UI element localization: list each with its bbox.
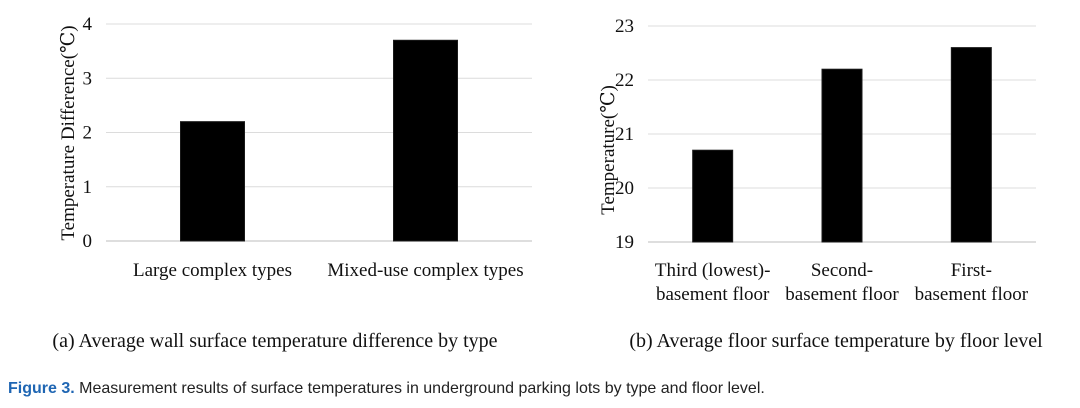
chart-b-x-tick-label: basement floor xyxy=(915,284,1029,305)
chart-a-bar xyxy=(180,121,245,242)
chart-a-y-tick-label: 4 xyxy=(83,14,93,35)
chart-b-y-axis-label: Temperature(℃) xyxy=(598,85,619,215)
chart-b-y-tick-label: 23 xyxy=(615,16,634,37)
chart-a-y-axis-label: Temperature Difference(℃) xyxy=(58,25,79,240)
chart-b-bar xyxy=(821,68,863,243)
figure-caption-text: Measurement results of surface temperatu… xyxy=(74,380,765,397)
chart-a-x-tick-label: Large complex types xyxy=(133,260,292,281)
chart-b-bar xyxy=(692,149,734,243)
chart-b-x-tick-label: Third (lowest)- xyxy=(655,260,771,281)
chart-b-x-tick-label: First- xyxy=(951,260,992,281)
chart-a-y-tick-label: 0 xyxy=(83,231,93,252)
chart-a: 0 1 2 3 4 Large complex types Mixed-use compl… xyxy=(52,14,532,352)
chart-b-x-tick-label: basement floor xyxy=(785,284,899,305)
chart-b-y-tick-label: 19 xyxy=(615,232,634,253)
chart-a-x-tick-label: Mixed-use complex types xyxy=(327,260,523,281)
chart-b-x-tick-label: Second- xyxy=(811,260,873,281)
chart-b-y-tick-label: 21 xyxy=(615,124,634,145)
chart-b: 19 20 21 22 23 Third (lowest)- basement floor… xyxy=(598,16,1043,352)
chart-a-bar xyxy=(393,39,458,242)
figure-caption: Figure 3. Measurement results of surface… xyxy=(8,380,765,398)
chart-b-panel-label: (b) Average floor surface temperature by… xyxy=(629,330,1043,352)
figure-caption-label: Figure 3. xyxy=(8,380,75,397)
chart-b-x-tick-label: basement floor xyxy=(656,284,770,305)
chart-a-y-tick-label: 3 xyxy=(83,68,93,89)
chart-b-y-tick-label: 22 xyxy=(615,70,634,91)
chart-b-y-tick-label: 20 xyxy=(615,178,634,199)
chart-b-bar xyxy=(950,47,992,243)
chart-a-panel-label: (a) Average wall surface temperature dif… xyxy=(52,330,497,352)
chart-a-y-tick-label: 1 xyxy=(83,177,93,198)
chart-a-y-tick-label: 2 xyxy=(83,123,93,144)
